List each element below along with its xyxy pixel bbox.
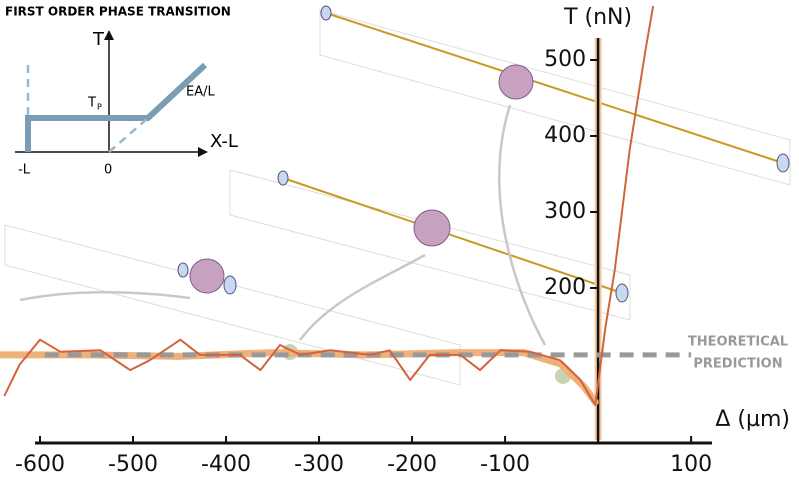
y-tick-label: 400 bbox=[544, 123, 586, 148]
x-tick-label: -500 bbox=[108, 452, 158, 477]
droplet bbox=[189, 258, 225, 294]
illustration bbox=[4, 9, 791, 386]
y-axis-label: T (nN) bbox=[563, 5, 632, 30]
arrow bbox=[19, 291, 191, 302]
inset-slope: EA/L bbox=[186, 85, 215, 100]
inset-dashed bbox=[26, 60, 149, 153]
plane bbox=[229, 169, 631, 321]
x-tick-label: 100 bbox=[670, 452, 712, 477]
x-tick-label: -400 bbox=[201, 452, 251, 477]
bead-end bbox=[776, 153, 790, 173]
bead-end bbox=[177, 262, 189, 278]
x-tick-label: -200 bbox=[387, 452, 437, 477]
bead-end bbox=[277, 170, 289, 186]
bead-end bbox=[320, 5, 332, 21]
inset: FIRST ORDER PHASE TRANSITION T X-L T P E… bbox=[5, 5, 238, 178]
inset-zero: 0 bbox=[104, 163, 112, 178]
series-line bbox=[0, 349, 599, 406]
plane bbox=[319, 9, 791, 186]
plane bbox=[4, 224, 461, 386]
y-tick-label: 500 bbox=[544, 47, 586, 72]
inset-y-label: T bbox=[92, 29, 105, 50]
x-tick-label: -600 bbox=[15, 452, 65, 477]
inset-x-label: X-L bbox=[210, 131, 238, 152]
inset-tp-sub: P bbox=[97, 103, 102, 112]
arrow bbox=[299, 253, 426, 341]
annotation: THEORETICAL bbox=[688, 335, 788, 350]
rod bbox=[282, 177, 623, 294]
annotation: PREDICTION bbox=[693, 357, 782, 372]
inset-curve bbox=[25, 62, 208, 152]
inset-arrow bbox=[104, 30, 114, 40]
inset-neg-l: -L bbox=[18, 163, 31, 178]
rod bbox=[325, 12, 784, 164]
x-axis-label: Δ (µm) bbox=[715, 407, 790, 432]
y-tick-label: 300 bbox=[544, 199, 586, 224]
inset-title: FIRST ORDER PHASE TRANSITION bbox=[5, 5, 231, 19]
x-tick-label: -100 bbox=[480, 452, 530, 477]
series-line bbox=[3, 5, 654, 406]
inset-tp: T bbox=[87, 96, 96, 111]
bead-end bbox=[615, 283, 629, 303]
arrow bbox=[498, 104, 547, 346]
droplet bbox=[498, 64, 534, 100]
droplet bbox=[413, 209, 451, 247]
x-tick-label: -300 bbox=[294, 452, 344, 477]
inset-arrow bbox=[198, 147, 208, 157]
bead-end bbox=[223, 275, 237, 295]
y-tick-label: 200 bbox=[544, 275, 586, 300]
arrows bbox=[19, 104, 547, 346]
